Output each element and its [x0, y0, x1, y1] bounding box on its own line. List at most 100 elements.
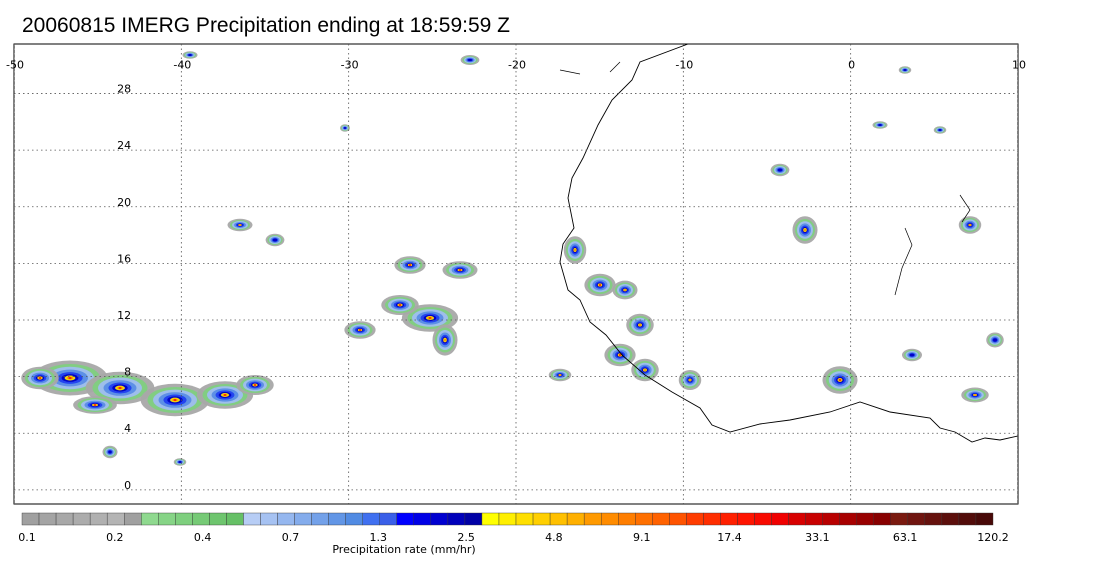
rain-cell [822, 366, 858, 394]
colorbar-swatch [294, 512, 312, 526]
colorbar-swatch [89, 512, 108, 526]
lat-tick-label: 20 [117, 196, 131, 209]
colorbar-tick-label: 63.1 [893, 531, 918, 544]
colorbar-swatch [379, 512, 397, 526]
colorbar-tick-label: 0.1 [18, 531, 36, 544]
colorbar-tick-label: 0.4 [194, 531, 212, 544]
rain-cell [460, 55, 480, 65]
colorbar-tick-label: 1.3 [370, 531, 388, 544]
colorbar-swatch [618, 512, 636, 526]
rain-cell [85, 371, 155, 405]
rain-cell [612, 280, 638, 300]
colorbar-swatch [481, 512, 500, 526]
colorbar-swatch [328, 512, 346, 526]
colorbar-swatch [771, 512, 789, 526]
rain-cell [227, 218, 253, 232]
lon-tick-label: 0 [848, 59, 855, 72]
colorbar-swatch [21, 512, 40, 526]
colorbar-swatch [839, 512, 857, 526]
colorbar-swatch [515, 512, 534, 526]
colorbar-swatch [396, 512, 415, 526]
colorbar-swatch [277, 512, 295, 526]
colorbar-swatch [566, 512, 585, 526]
colorbar-swatch [345, 512, 363, 526]
border-segment [894, 227, 913, 296]
rain-cell [182, 51, 198, 59]
rain-cell [961, 387, 989, 403]
rain-cell [140, 383, 210, 417]
colorbar-swatch [430, 512, 449, 526]
colorbar-swatch [873, 512, 891, 526]
rain-cell [340, 124, 350, 132]
colorbar-swatch [532, 512, 551, 526]
colorbar-swatch [720, 512, 738, 526]
colorbar-swatch [856, 512, 874, 526]
coastline [559, 44, 1018, 443]
rain-cell [792, 216, 818, 244]
lon-tick-label: -40 [173, 59, 191, 72]
graticule [14, 44, 1018, 504]
rain-cell [394, 256, 426, 274]
colorbar-tick-label: 0.2 [106, 531, 124, 544]
lat-tick-label: 4 [124, 422, 131, 435]
colorbar-swatch [192, 512, 210, 526]
colorbar-swatch [175, 512, 193, 526]
rain-cell [173, 458, 187, 466]
axis-labels: -50 -40 -30 -20 -10 0 10 0 4 8 12 16 20 24 28 [6, 59, 1026, 492]
border-segment [959, 194, 971, 223]
colorbar-swatch [941, 512, 960, 526]
colorbar-swatch [55, 512, 74, 526]
colorbar-swatch [106, 512, 125, 526]
colorbar-swatch [464, 512, 483, 526]
colorbar-swatch [549, 512, 568, 526]
rain-cell [344, 321, 376, 339]
lon-tick-label: -20 [508, 59, 526, 72]
colorbar-swatch [72, 512, 91, 526]
colorbar-swatch [141, 512, 159, 526]
colorbar-swatch [362, 512, 380, 526]
rain-cell [265, 233, 285, 247]
rain-cell [73, 396, 117, 414]
rain-cell [381, 295, 419, 315]
lat-tick-label: 8 [124, 366, 131, 379]
colorbar-swatch [447, 512, 466, 526]
rain-cell [898, 66, 912, 74]
rain-cell [872, 121, 888, 129]
colorbar-swatch [958, 512, 977, 526]
africa-coastline [559, 44, 1018, 443]
lat-tick-label: 24 [117, 139, 131, 152]
colorbar-swatch [413, 512, 432, 526]
rain-cell [548, 368, 572, 382]
colorbar-swatch [311, 512, 329, 526]
colorbar-swatch [890, 512, 909, 526]
lat-tick-label: 16 [117, 252, 131, 265]
colorbar-swatch [652, 512, 670, 526]
colorbar-tick-label: 4.8 [545, 531, 563, 544]
rain-cell [986, 332, 1004, 348]
lat-tick-label: 0 [124, 479, 131, 492]
colorbar-swatch [737, 512, 755, 526]
colorbar-tick-label: 9.1 [633, 531, 651, 544]
rain-cell [102, 445, 118, 459]
colorbar-swatch [38, 512, 57, 526]
rain-cell [902, 348, 922, 362]
colorbar-tick-label: 33.1 [805, 531, 830, 544]
colorbar-swatch [703, 512, 721, 526]
colorbar-swatch [686, 512, 704, 526]
lon-tick-label: -30 [341, 59, 359, 72]
colorbar-swatch [600, 512, 619, 526]
colorbar-swatch [822, 512, 840, 526]
colorbar-swatch [805, 512, 823, 526]
colorbar-swatch [260, 512, 278, 526]
rain-cell [626, 313, 654, 337]
colorbar-swatch [788, 512, 806, 526]
rain-cell [770, 163, 790, 177]
rain-cell [933, 126, 947, 134]
colorbar-swatch [209, 512, 227, 526]
lon-tick-label: -50 [6, 59, 24, 72]
rain-cell [236, 375, 274, 395]
lon-tick-label: -10 [675, 59, 693, 72]
colorbar-swatch [226, 512, 244, 526]
rain-cell [442, 261, 478, 279]
